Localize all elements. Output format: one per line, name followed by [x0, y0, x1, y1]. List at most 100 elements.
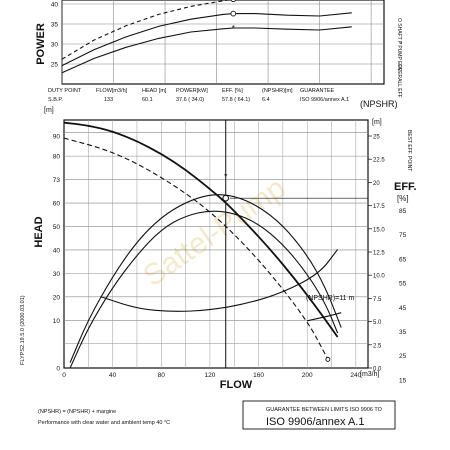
eff-tick-label: 85	[399, 208, 407, 215]
series-npshr	[100, 249, 339, 312]
info-label: (NPSHR)[m]	[262, 88, 293, 94]
main-y-tick-label: 73	[53, 177, 61, 184]
power-axis-label: POWER	[35, 23, 47, 65]
main-series: *	[63, 120, 368, 369]
eff-tick-label: 25	[399, 353, 407, 360]
eff-tick-label: 15	[399, 377, 407, 384]
main-y-ticks: 90 80 73 60 50 40 30 20 10 0	[53, 134, 61, 373]
legend-pump-eff: * PUMP EFF.	[396, 42, 402, 71]
info-label: POWER[kW]	[176, 88, 208, 94]
npshr-unit: [m]	[372, 119, 382, 126]
power-marker-star: *	[232, 24, 235, 33]
npshr-annotation: (NPSHR)=11 m	[306, 295, 354, 302]
eff-tick-label: 75	[399, 232, 407, 239]
npshr-tick-label: 10.0	[373, 274, 385, 280]
npshr-tick-label: 20	[373, 181, 380, 187]
main-x-tick-label: 40	[109, 372, 117, 379]
main-x-tick-label: 120	[204, 372, 215, 379]
main-x-tick-label: 160	[253, 372, 264, 379]
power-chart: * POWER 40 35 30 25	[35, 0, 385, 85]
eff-tick-label: 35	[399, 329, 407, 336]
info-label: EFF. [%]	[222, 88, 243, 94]
flyps-version-text: FLYPS2.19.5.0 (2000.03.01)	[20, 295, 26, 365]
main-x-tick-label: 240	[350, 372, 361, 379]
power-y-ticks: 40 35 30 25	[51, 2, 59, 69]
npshr-ticks: 25 22.5 20 17.5 15.0 12.5 10.0 7.5 5.0 2.5 0.0	[368, 135, 385, 373]
power-series-line	[61, 12, 352, 67]
flow-unit: [m3/h]	[360, 371, 380, 378]
main-y-tick-label: 10	[53, 318, 61, 325]
eff-label: EFF.	[394, 181, 417, 193]
series-eff-inner	[69, 210, 339, 369]
main-chart-frame	[63, 119, 369, 369]
info-value: 37.6 ( 34.0)	[176, 97, 204, 103]
guarantee-label: GUARANTEE BETWEEN LIMITS ISO 9906 TO	[266, 407, 383, 413]
power-y-tick-label: 35	[51, 22, 59, 29]
npshr-tick-label: 0.0	[373, 367, 382, 373]
eff-tick-label: 55	[399, 281, 407, 288]
main-y-tick-label: 30	[53, 271, 61, 278]
power-marker-circle	[230, 10, 237, 17]
series-tail	[307, 312, 342, 322]
series-end-marker	[325, 356, 331, 362]
main-x-tick-label: 200	[302, 372, 313, 379]
power-series: *	[61, 0, 352, 74]
info-value: 133	[104, 97, 113, 103]
info-label: GUARANTEE	[300, 88, 335, 94]
power-series-line	[61, 26, 352, 74]
flow-axis-label: FLOW	[220, 379, 253, 391]
series-eff-outer	[69, 194, 342, 363]
guarantee-value: ISO 9906/annex A.1	[266, 416, 364, 428]
main-y-tick-label: 60	[53, 201, 61, 208]
npshr-tick-label: 25	[373, 135, 380, 141]
main-y-tick-label: 50	[53, 224, 61, 231]
power-y-tick-label: 40	[51, 2, 59, 9]
power-right-legend: O SHAFT P * PUMP EFF. OVERALL EFF	[396, 18, 402, 98]
head-flow-chart: * 0 40 80 120 160 200 240 9080736050403020100 …	[53, 119, 407, 384]
npshr-tick-label: 17.5	[373, 204, 385, 210]
info-value: S.B.P.	[48, 97, 63, 103]
power-marker-circle	[230, 0, 237, 3]
power-chart-frame	[61, 0, 385, 85]
power-y-tick-label: 30	[51, 42, 59, 49]
eff-ticks: 85 75 65 55 45 35 25 15	[399, 208, 407, 384]
info-label: FLOW[m3/h]	[96, 88, 128, 94]
power-y-tick-label: 25	[51, 62, 59, 69]
series-head	[63, 121, 339, 338]
info-value: 60.1	[142, 97, 153, 103]
main-x-tick-label: 80	[158, 372, 166, 379]
head-axis-label: HEAD	[33, 216, 45, 247]
info-value: ISO 9906/annex A.1	[300, 97, 349, 103]
main-x-tick-label: 0	[62, 372, 66, 379]
main-y-tick-label: 90	[53, 134, 61, 141]
duty-point-marker	[222, 194, 230, 202]
duty-point-info-row: DUTY POINT S.B.P. FLOW[m3/h] 133 HEAD [m] 60.…	[48, 88, 349, 103]
duty-point-star: *	[224, 172, 228, 182]
main-x-ticks: 0 40 80 120 160 200 240	[62, 372, 361, 379]
footer: (NPSHR) = (NPSHR) + margine Performance …	[38, 400, 396, 430]
footer-npshr-note: (NPSHR) = (NPSHR) + margine	[38, 409, 116, 415]
info-value: 6.4	[262, 97, 270, 103]
npshr-tick-label: 22.5	[373, 158, 385, 164]
npshr-tick-label: 5.0	[373, 320, 382, 326]
eff-unit: [%]	[397, 194, 409, 203]
info-label: DUTY POINT	[48, 88, 82, 94]
npshr-tick-label: 2.5	[373, 343, 382, 349]
legend-shaft-power: O SHAFT P	[396, 18, 402, 45]
main-y-tick-label: 0	[56, 366, 60, 373]
info-value: 57.8 ( 64.1)	[222, 97, 250, 103]
main-y-tick-label: 80	[53, 154, 61, 161]
series-head-dashed	[63, 137, 329, 360]
guarantee-box	[242, 400, 396, 430]
npshr-tick-label: 7.5	[373, 297, 382, 303]
main-y-tick-label: 20	[53, 294, 61, 301]
eff-tick-label: 45	[399, 305, 407, 312]
npshr-title: (NPSHR)	[360, 99, 398, 109]
npshr-tick-label: 15.0	[373, 227, 385, 233]
info-label: HEAD [m]	[142, 88, 167, 94]
npshr-tick-label: 12.5	[373, 251, 385, 257]
head-unit: [m]	[44, 107, 54, 114]
main-y-tick-label: 40	[53, 247, 61, 254]
best-eff-point-label: BEST EFF. POINT	[406, 130, 412, 171]
